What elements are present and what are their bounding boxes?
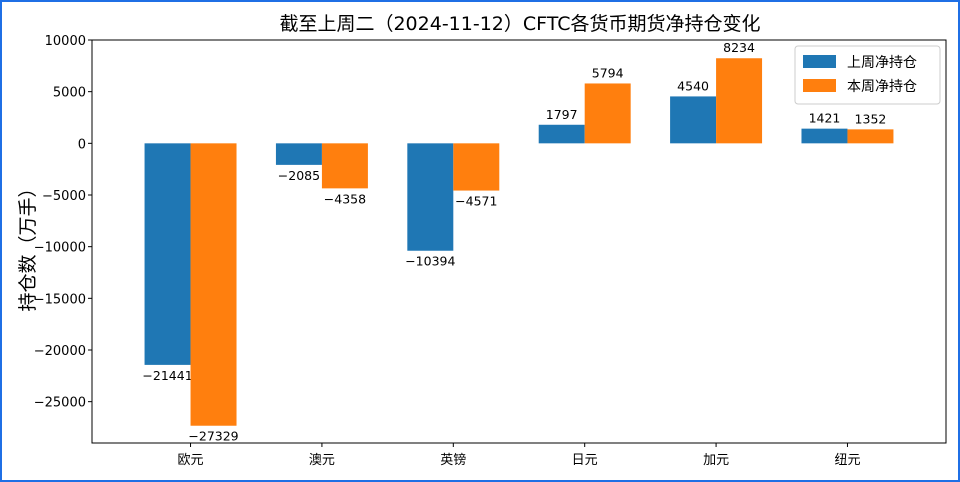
chart-title: 截至上周二（2024-11-12）CFTC各货币期货净持仓变化 <box>279 13 760 35</box>
bar-last-week <box>670 96 717 144</box>
data-label: −4571 <box>455 194 497 209</box>
legend-swatch <box>803 79 836 92</box>
bar-this-week <box>190 143 237 426</box>
y-tick-label: −25000 <box>34 396 86 411</box>
legend-swatch <box>803 55 836 68</box>
data-label: −10394 <box>405 254 455 269</box>
plot-area: 10000 5000 0 −5000 −10000 −15000 −20000 −25000 −… <box>34 34 947 468</box>
bar-this-week <box>716 58 763 144</box>
data-label: 4540 <box>677 78 709 93</box>
legend-label: 上周净持仓 <box>847 55 917 71</box>
data-label: −21441 <box>142 368 192 383</box>
y-tick-label: −10000 <box>34 241 86 256</box>
y-tick-label: −5000 <box>42 189 86 204</box>
x-tick-label: 澳元 <box>309 452 335 468</box>
bar-this-week <box>321 143 368 189</box>
y-tick-label: 5000 <box>53 86 86 101</box>
data-label: 8234 <box>723 40 755 55</box>
y-tick-label: −20000 <box>34 344 86 359</box>
y-axis-label: 持仓数（万手） <box>17 178 39 311</box>
bar-this-week <box>453 143 500 191</box>
plot-border <box>91 39 947 444</box>
x-tick-label: 欧元 <box>178 453 204 468</box>
bar-last-week <box>275 143 322 165</box>
bar-this-week <box>847 129 894 144</box>
bar-this-week <box>584 83 631 144</box>
legend-label: 本周净持仓 <box>847 79 917 95</box>
data-label: −2085 <box>278 168 320 183</box>
y-tick-label: 0 <box>78 137 86 152</box>
data-label: 1352 <box>855 111 887 126</box>
x-tick-label: 加元 <box>703 453 729 468</box>
data-label: −27329 <box>188 429 238 444</box>
x-tick-label: 英镑 <box>440 452 466 468</box>
data-label: 5794 <box>592 65 624 80</box>
data-label: 1421 <box>809 111 841 126</box>
bar-last-week <box>801 128 848 144</box>
y-tick-label: 10000 <box>45 34 86 49</box>
data-label: −4358 <box>324 191 366 206</box>
bar-last-week <box>144 143 191 365</box>
data-label: 1797 <box>546 107 578 122</box>
bar-last-week <box>538 124 585 144</box>
x-tick-label: 日元 <box>572 453 598 468</box>
bar-last-week <box>407 143 454 251</box>
y-tick-label: −15000 <box>34 292 86 307</box>
x-tick-label: 纽元 <box>834 453 860 468</box>
